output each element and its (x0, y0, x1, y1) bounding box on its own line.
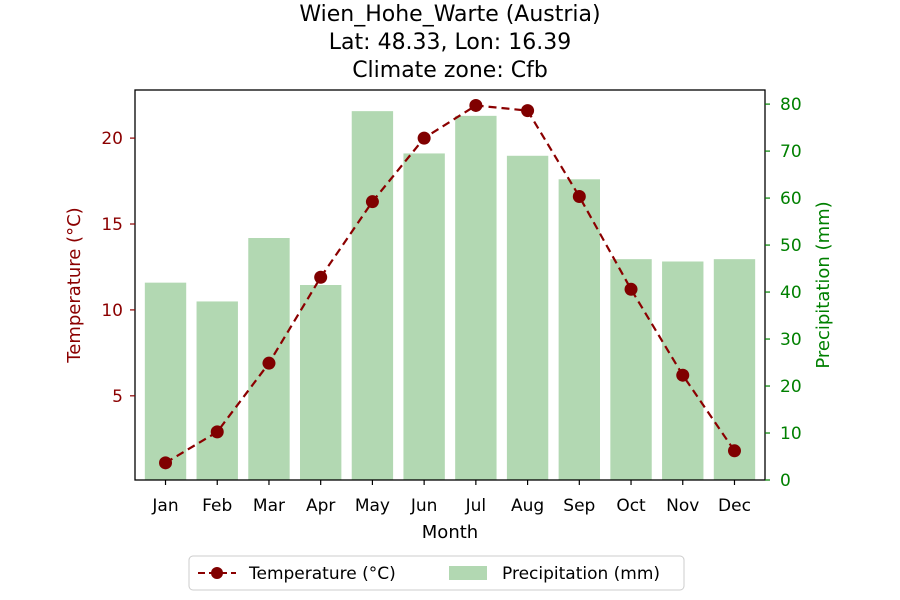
temperature-point-aug (521, 104, 535, 118)
right-y-tick-label: 30 (780, 330, 802, 350)
legend-precipitation-swatch-icon (449, 566, 487, 580)
x-tick-label: Nov (666, 496, 699, 516)
temperature-point-jul (469, 98, 483, 112)
legend-frame (188, 555, 685, 591)
chart-title-line-1: Wien_Hohe_Warte (Austria) (299, 2, 600, 27)
precipitation-bar-oct (610, 259, 652, 480)
right-y-tick-label: 80 (780, 95, 802, 115)
x-tick-label: Mar (253, 496, 285, 516)
precipitation-bar-jan (144, 282, 187, 480)
chart-title: Wien_Hohe_Warte (Austria) Lat: 48.33, Lo… (299, 2, 600, 83)
temperature-point-dec (727, 444, 741, 458)
left-y-axis-ticks: 5 10 15 20 (101, 129, 135, 407)
right-y-tick-label: 40 (780, 283, 802, 303)
precipitation-bar-jul (455, 115, 497, 480)
precipitation-bar-may (351, 111, 394, 480)
x-tick-label: Dec (718, 496, 751, 516)
left-y-tick-label: 15 (101, 215, 123, 235)
chart-title-line-3: Climate zone: Cfb (352, 58, 548, 83)
temperature-point-oct (624, 282, 638, 296)
right-y-tick-label: 70 (780, 142, 802, 162)
precipitation-bars (144, 111, 756, 481)
x-tick-label: Jan (151, 496, 178, 516)
left-y-tick-label: 20 (101, 129, 123, 149)
plot-area-frame (134, 89, 766, 481)
legend-temperature-label: Temperature (°C) (248, 564, 396, 584)
right-y-tick-label: 20 (780, 377, 802, 397)
precipitation-bar-apr (300, 285, 342, 480)
temperature-point-jan (159, 456, 173, 470)
temperature-point-apr (314, 270, 328, 284)
temperature-point-nov (676, 368, 690, 382)
right-y-tick-label: 0 (780, 471, 791, 491)
legend-temperature-marker-icon (211, 567, 223, 579)
x-tick-label: Sep (563, 496, 595, 516)
right-y-tick-label: 50 (780, 236, 802, 256)
x-tick-label: Jul (465, 496, 487, 516)
x-tick-label: Apr (306, 496, 335, 516)
right-y-tick-label: 10 (780, 424, 802, 444)
right-y-tick-label: 60 (780, 189, 802, 209)
x-tick-label: Oct (616, 496, 646, 516)
precipitation-bar-aug (506, 155, 549, 480)
legend-precipitation-label: Precipitation (mm) (502, 564, 660, 584)
temperature-line-layer (159, 98, 741, 470)
chart-title-line-2: Lat: 48.33, Lon: 16.39 (329, 30, 571, 55)
left-y-axis-label: Temperature (°C) (64, 207, 85, 363)
left-y-tick-label: 10 (101, 301, 123, 321)
legend: Temperature (°C) Precipitation (mm) (188, 555, 685, 591)
x-axis-ticks: Jan Feb Mar Apr May Jun Jul Aug Sep Oct Nov Dec (151, 480, 751, 516)
precipitation-bar-dec (713, 259, 756, 480)
left-y-tick-label: 5 (112, 387, 123, 407)
precipitation-bar-sep (558, 179, 600, 481)
right-y-axis-ticks: 0 10 20 30 40 50 60 70 80 (765, 95, 802, 491)
temperature-point-may (365, 195, 379, 209)
x-tick-label: Feb (202, 496, 232, 516)
x-tick-label: Jun (410, 496, 438, 516)
temperature-point-sep (572, 190, 586, 204)
x-tick-label: Aug (511, 496, 544, 516)
temperature-point-feb (210, 425, 224, 439)
temperature-point-mar (262, 356, 276, 370)
temperature-point-jun (417, 131, 431, 145)
precipitation-bar-feb (196, 301, 238, 480)
temperature-line (164, 104, 736, 464)
x-tick-label: May (355, 496, 390, 516)
x-axis-label: Month (422, 522, 478, 543)
right-y-axis-label: Precipitation (mm) (813, 201, 834, 368)
precipitation-bar-jun (403, 153, 445, 481)
